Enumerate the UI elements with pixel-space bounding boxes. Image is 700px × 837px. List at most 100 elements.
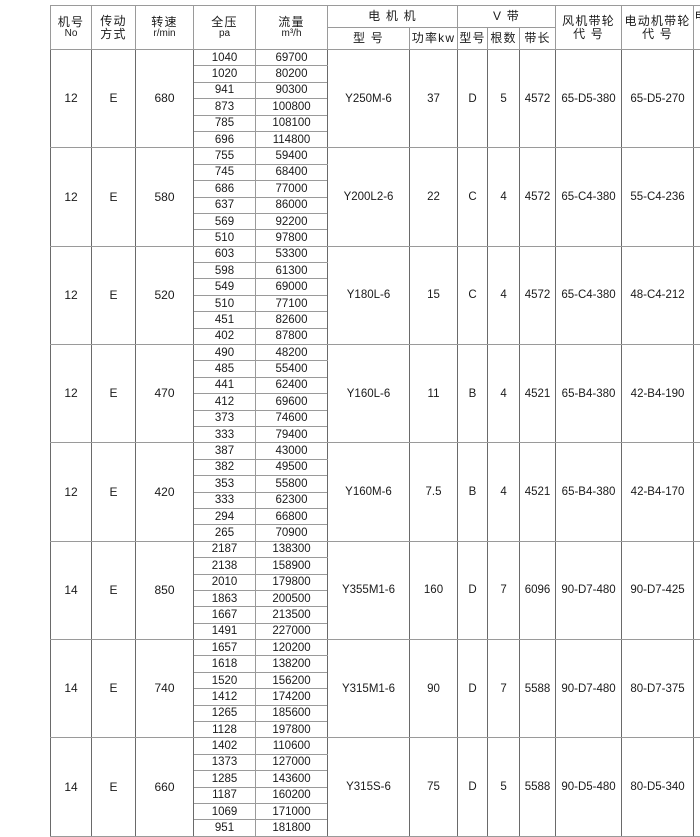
cell-total-pressure: 1265 [194, 705, 256, 721]
cell-fan-pulley: 90-D7-480 [556, 541, 622, 639]
cell-machine-no: 12 [51, 148, 92, 246]
cell-fan-pulley: 65-B4-380 [556, 443, 622, 541]
cell-motor-power: 7.5 [410, 443, 458, 541]
cell-fan-pulley: 90-D5-480 [556, 738, 622, 836]
cell-flow: 79400 [256, 426, 328, 442]
fan-specification-table: 机号 No 传动 方式 转速 r/min 全压 pa 流量 m³/h [50, 5, 700, 837]
cell-flow: 181800 [256, 820, 328, 836]
cell-vbelt-length: 4521 [520, 443, 556, 541]
cell-total-pressure: 1618 [194, 656, 256, 672]
cell-flow: 87800 [256, 328, 328, 344]
cell-motor-power: 22 [410, 148, 458, 246]
cell-total-pressure: 603 [194, 246, 256, 262]
cell-vbelt-length: 4572 [520, 246, 556, 344]
cell-machine-no: 14 [51, 640, 92, 738]
cell-flow: 69600 [256, 394, 328, 410]
cell-motor-model: Y180L-6 [328, 246, 410, 344]
cell-total-pressure: 1863 [194, 590, 256, 606]
cell-total-pressure: 1285 [194, 771, 256, 787]
cell-flow: 97800 [256, 230, 328, 246]
cell-vbelt-length: 4572 [520, 50, 556, 148]
cell-drive-type: E [92, 246, 136, 344]
cell-flow: 156200 [256, 672, 328, 688]
cell-motor-model: Y160L-6 [328, 345, 410, 443]
cell-total-pressure: 745 [194, 164, 256, 180]
cell-flow: 227000 [256, 623, 328, 639]
cell-total-pressure: 412 [194, 394, 256, 410]
cell-machine-no: 12 [51, 246, 92, 344]
header-motor-group: 电 机 机 [328, 6, 458, 28]
cell-drive-type: E [92, 148, 136, 246]
cell-flow: 100800 [256, 99, 328, 115]
cell-total-pressure: 265 [194, 525, 256, 541]
cell-total-pressure: 755 [194, 148, 256, 164]
cell-motor-power: 11 [410, 345, 458, 443]
cell-motor-pulley: 48-C4-212 [622, 246, 694, 344]
cell-flow: 179800 [256, 574, 328, 590]
header-vbelt-count: 根数 [488, 28, 520, 50]
header-motor-model: 型 号 [328, 28, 410, 50]
cell-motor-power: 15 [410, 246, 458, 344]
cell-vbelt-type: D [458, 738, 488, 836]
cell-motor-model: Y315M1-6 [328, 640, 410, 738]
cell-motor-rail: SHT542-1 [694, 443, 700, 541]
cell-total-pressure: 1667 [194, 607, 256, 623]
cell-vbelt-count: 7 [488, 640, 520, 738]
cell-machine-no: 12 [51, 50, 92, 148]
cell-vbelt-length: 5588 [520, 640, 556, 738]
cell-total-pressure: 1402 [194, 738, 256, 754]
cell-total-pressure: 686 [194, 181, 256, 197]
cell-drive-type: E [92, 541, 136, 639]
cell-flow: 197800 [256, 722, 328, 738]
cell-flow: 49500 [256, 459, 328, 475]
cell-flow: 59400 [256, 148, 328, 164]
cell-total-pressure: 549 [194, 279, 256, 295]
cell-flow: 86000 [256, 197, 328, 213]
cell-flow: 48200 [256, 345, 328, 361]
cell-motor-model: Y315S-6 [328, 738, 410, 836]
cell-fan-pulley: 90-D7-480 [556, 640, 622, 738]
cell-speed: 850 [136, 541, 194, 639]
cell-flow: 80200 [256, 66, 328, 82]
cell-motor-power: 160 [410, 541, 458, 639]
cell-total-pressure: 451 [194, 312, 256, 328]
header-motor-rail: 电动机导轨 (二套) 代 号 [694, 6, 700, 50]
table-header: 机号 No 传动 方式 转速 r/min 全压 pa 流量 m³/h [51, 6, 700, 50]
cell-fan-pulley: 65-C4-380 [556, 148, 622, 246]
cell-motor-pulley: 42-B4-190 [622, 345, 694, 443]
cell-vbelt-type: D [458, 541, 488, 639]
cell-motor-rail: SHT542-5 [694, 738, 700, 836]
cell-drive-type: E [92, 443, 136, 541]
cell-flow: 171000 [256, 803, 328, 819]
cell-vbelt-type: B [458, 443, 488, 541]
cell-flow: 55800 [256, 476, 328, 492]
cell-speed: 520 [136, 246, 194, 344]
cell-flow: 74600 [256, 410, 328, 426]
cell-total-pressure: 387 [194, 443, 256, 459]
cell-fan-pulley: 65-B4-380 [556, 345, 622, 443]
cell-total-pressure: 696 [194, 131, 256, 147]
cell-speed: 660 [136, 738, 194, 836]
cell-motor-power: 37 [410, 50, 458, 148]
cell-total-pressure: 485 [194, 361, 256, 377]
cell-flow: 108100 [256, 115, 328, 131]
cell-total-pressure: 941 [194, 82, 256, 98]
header-drive-type: 传动 方式 [92, 6, 136, 50]
cell-flow: 77100 [256, 295, 328, 311]
cell-motor-rail: SHT542-2 [694, 345, 700, 443]
cell-machine-no: 12 [51, 345, 92, 443]
cell-vbelt-type: C [458, 148, 488, 246]
cell-total-pressure: 373 [194, 410, 256, 426]
cell-flow: 70900 [256, 525, 328, 541]
cell-total-pressure: 402 [194, 328, 256, 344]
cell-total-pressure: 490 [194, 345, 256, 361]
cell-total-pressure: 598 [194, 263, 256, 279]
cell-fan-pulley: 65-C4-380 [556, 246, 622, 344]
cell-flow: 62400 [256, 377, 328, 393]
cell-speed: 680 [136, 50, 194, 148]
cell-flow: 200500 [256, 590, 328, 606]
